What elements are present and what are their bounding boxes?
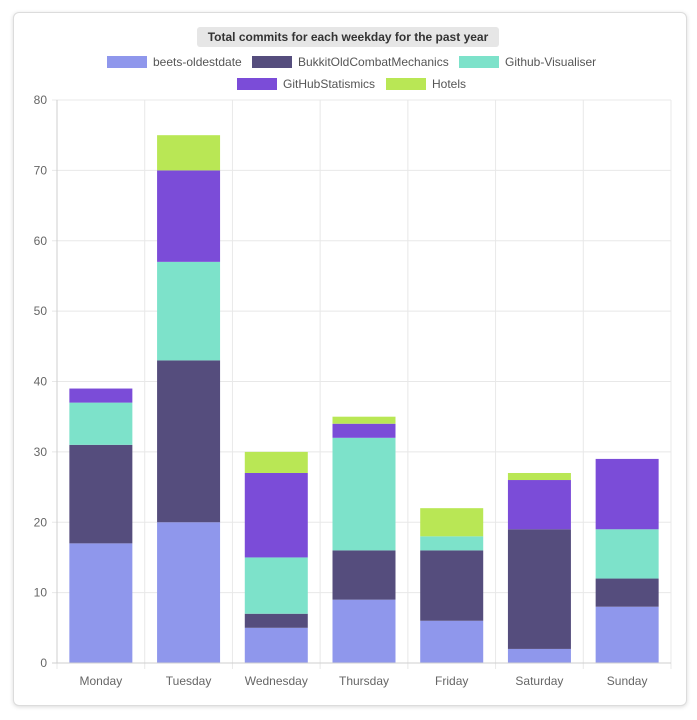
bar-monday-beets-oldestdate[interactable] — [69, 543, 133, 663]
bar-wednesday-github-visualiser[interactable] — [244, 557, 308, 614]
bar-sunday-beets-oldestdate[interactable] — [595, 606, 659, 663]
bar-tuesday-hotels[interactable] — [157, 135, 221, 171]
legend-item-hotels[interactable]: Hotels — [386, 77, 466, 91]
legend-item-githubstatismics[interactable]: GitHubStatismics — [237, 77, 375, 91]
bar-wednesday-bukkitoldcombatmechanics[interactable] — [244, 613, 308, 628]
bar-tuesday-github-visualiser[interactable] — [157, 261, 221, 361]
chart-gridlines — [52, 99, 672, 669]
bar-thursday-bukkitoldcombatmechanics[interactable] — [332, 550, 396, 600]
y-tick-label: 80 — [34, 93, 48, 107]
legend-item-beets-oldestdate[interactable]: beets-oldestdate — [107, 55, 242, 69]
y-tick-label: 0 — [40, 656, 47, 670]
chart-bars — [69, 135, 659, 663]
x-tick-label-wednesday: Wednesday — [245, 674, 308, 688]
legend-swatch — [459, 56, 499, 68]
y-tick-label: 70 — [34, 163, 48, 177]
bar-saturday-bukkitoldcombatmechanics[interactable] — [507, 529, 571, 649]
legend-label: GitHubStatismics — [283, 77, 375, 91]
legend-swatch — [237, 78, 277, 90]
chart-title-background — [197, 27, 499, 47]
legend-swatch — [107, 56, 147, 68]
chart-legend: beets-oldestdate BukkitOldCombatMechanics… — [107, 55, 596, 91]
bar-sunday-github-visualiser[interactable] — [595, 529, 659, 579]
bar-sunday-githubstatismics[interactable] — [595, 458, 659, 530]
legend-label: Github-Visualiser — [505, 55, 596, 69]
legend-label: BukkitOldCombatMechanics — [298, 55, 449, 69]
bar-saturday-hotels[interactable] — [507, 472, 571, 481]
y-tick-label: 50 — [34, 304, 48, 318]
bar-monday-githubstatismics[interactable] — [69, 388, 133, 403]
bar-tuesday-githubstatismics[interactable] — [157, 170, 221, 262]
bar-sunday-bukkitoldcombatmechanics[interactable] — [595, 578, 659, 607]
bar-thursday-hotels[interactable] — [332, 416, 396, 424]
bar-wednesday-beets-oldestdate[interactable] — [244, 627, 308, 663]
legend-swatch — [252, 56, 292, 68]
x-axis-tick-labels: Monday Tuesday Wednesday Thursday Friday Satu… — [80, 674, 648, 688]
x-tick-label-saturday: Saturday — [515, 674, 563, 688]
bar-thursday-github-visualiser[interactable] — [332, 437, 396, 551]
legend-item-bukkitoldcombatmechanics[interactable]: BukkitOldCombatMechanics — [252, 55, 449, 69]
y-tick-label: 10 — [34, 586, 48, 600]
bar-tuesday-bukkitoldcombatmechanics[interactable] — [157, 360, 221, 523]
chart-axes — [52, 100, 671, 664]
bar-saturday-githubstatismics[interactable] — [507, 480, 571, 530]
bar-wednesday-hotels[interactable] — [244, 451, 308, 473]
bar-monday-github-visualiser[interactable] — [69, 402, 133, 445]
x-tick-label-friday: Friday — [435, 674, 468, 688]
bar-wednesday-githubstatismics[interactable] — [244, 472, 308, 558]
bar-saturday-beets-oldestdate[interactable] — [507, 648, 571, 663]
bar-friday-bukkitoldcombatmechanics[interactable] — [420, 550, 484, 621]
bar-thursday-beets-oldestdate[interactable] — [332, 599, 396, 663]
bar-thursday-githubstatismics[interactable] — [332, 423, 396, 438]
x-tick-label-sunday: Sunday — [607, 674, 648, 688]
y-tick-label: 30 — [34, 445, 48, 459]
bar-monday-bukkitoldcombatmechanics[interactable] — [69, 444, 133, 544]
x-tick-label-thursday: Thursday — [339, 674, 389, 688]
x-tick-label-tuesday: Tuesday — [166, 674, 212, 688]
y-tick-label: 40 — [34, 375, 48, 389]
legend-swatch — [386, 78, 426, 90]
bar-tuesday-beets-oldestdate[interactable] — [157, 522, 221, 663]
legend-item-github-visualiser[interactable]: Github-Visualiser — [459, 55, 596, 69]
x-tick-label-monday: Monday — [80, 674, 123, 688]
legend-label: Hotels — [432, 77, 466, 91]
chart-title: Total commits for each weekday for the p… — [208, 30, 489, 44]
chart-title-group: Total commits for each weekday for the p… — [197, 27, 499, 47]
bar-friday-beets-oldestdate[interactable] — [420, 620, 484, 663]
y-axis-tick-labels: 0 10 20 30 40 50 60 70 80 — [34, 93, 48, 670]
legend-label: beets-oldestdate — [153, 55, 242, 69]
bar-friday-hotels[interactable] — [420, 508, 484, 537]
bar-friday-github-visualiser[interactable] — [420, 536, 484, 551]
y-tick-label: 60 — [34, 234, 48, 248]
y-tick-label: 20 — [34, 515, 48, 529]
